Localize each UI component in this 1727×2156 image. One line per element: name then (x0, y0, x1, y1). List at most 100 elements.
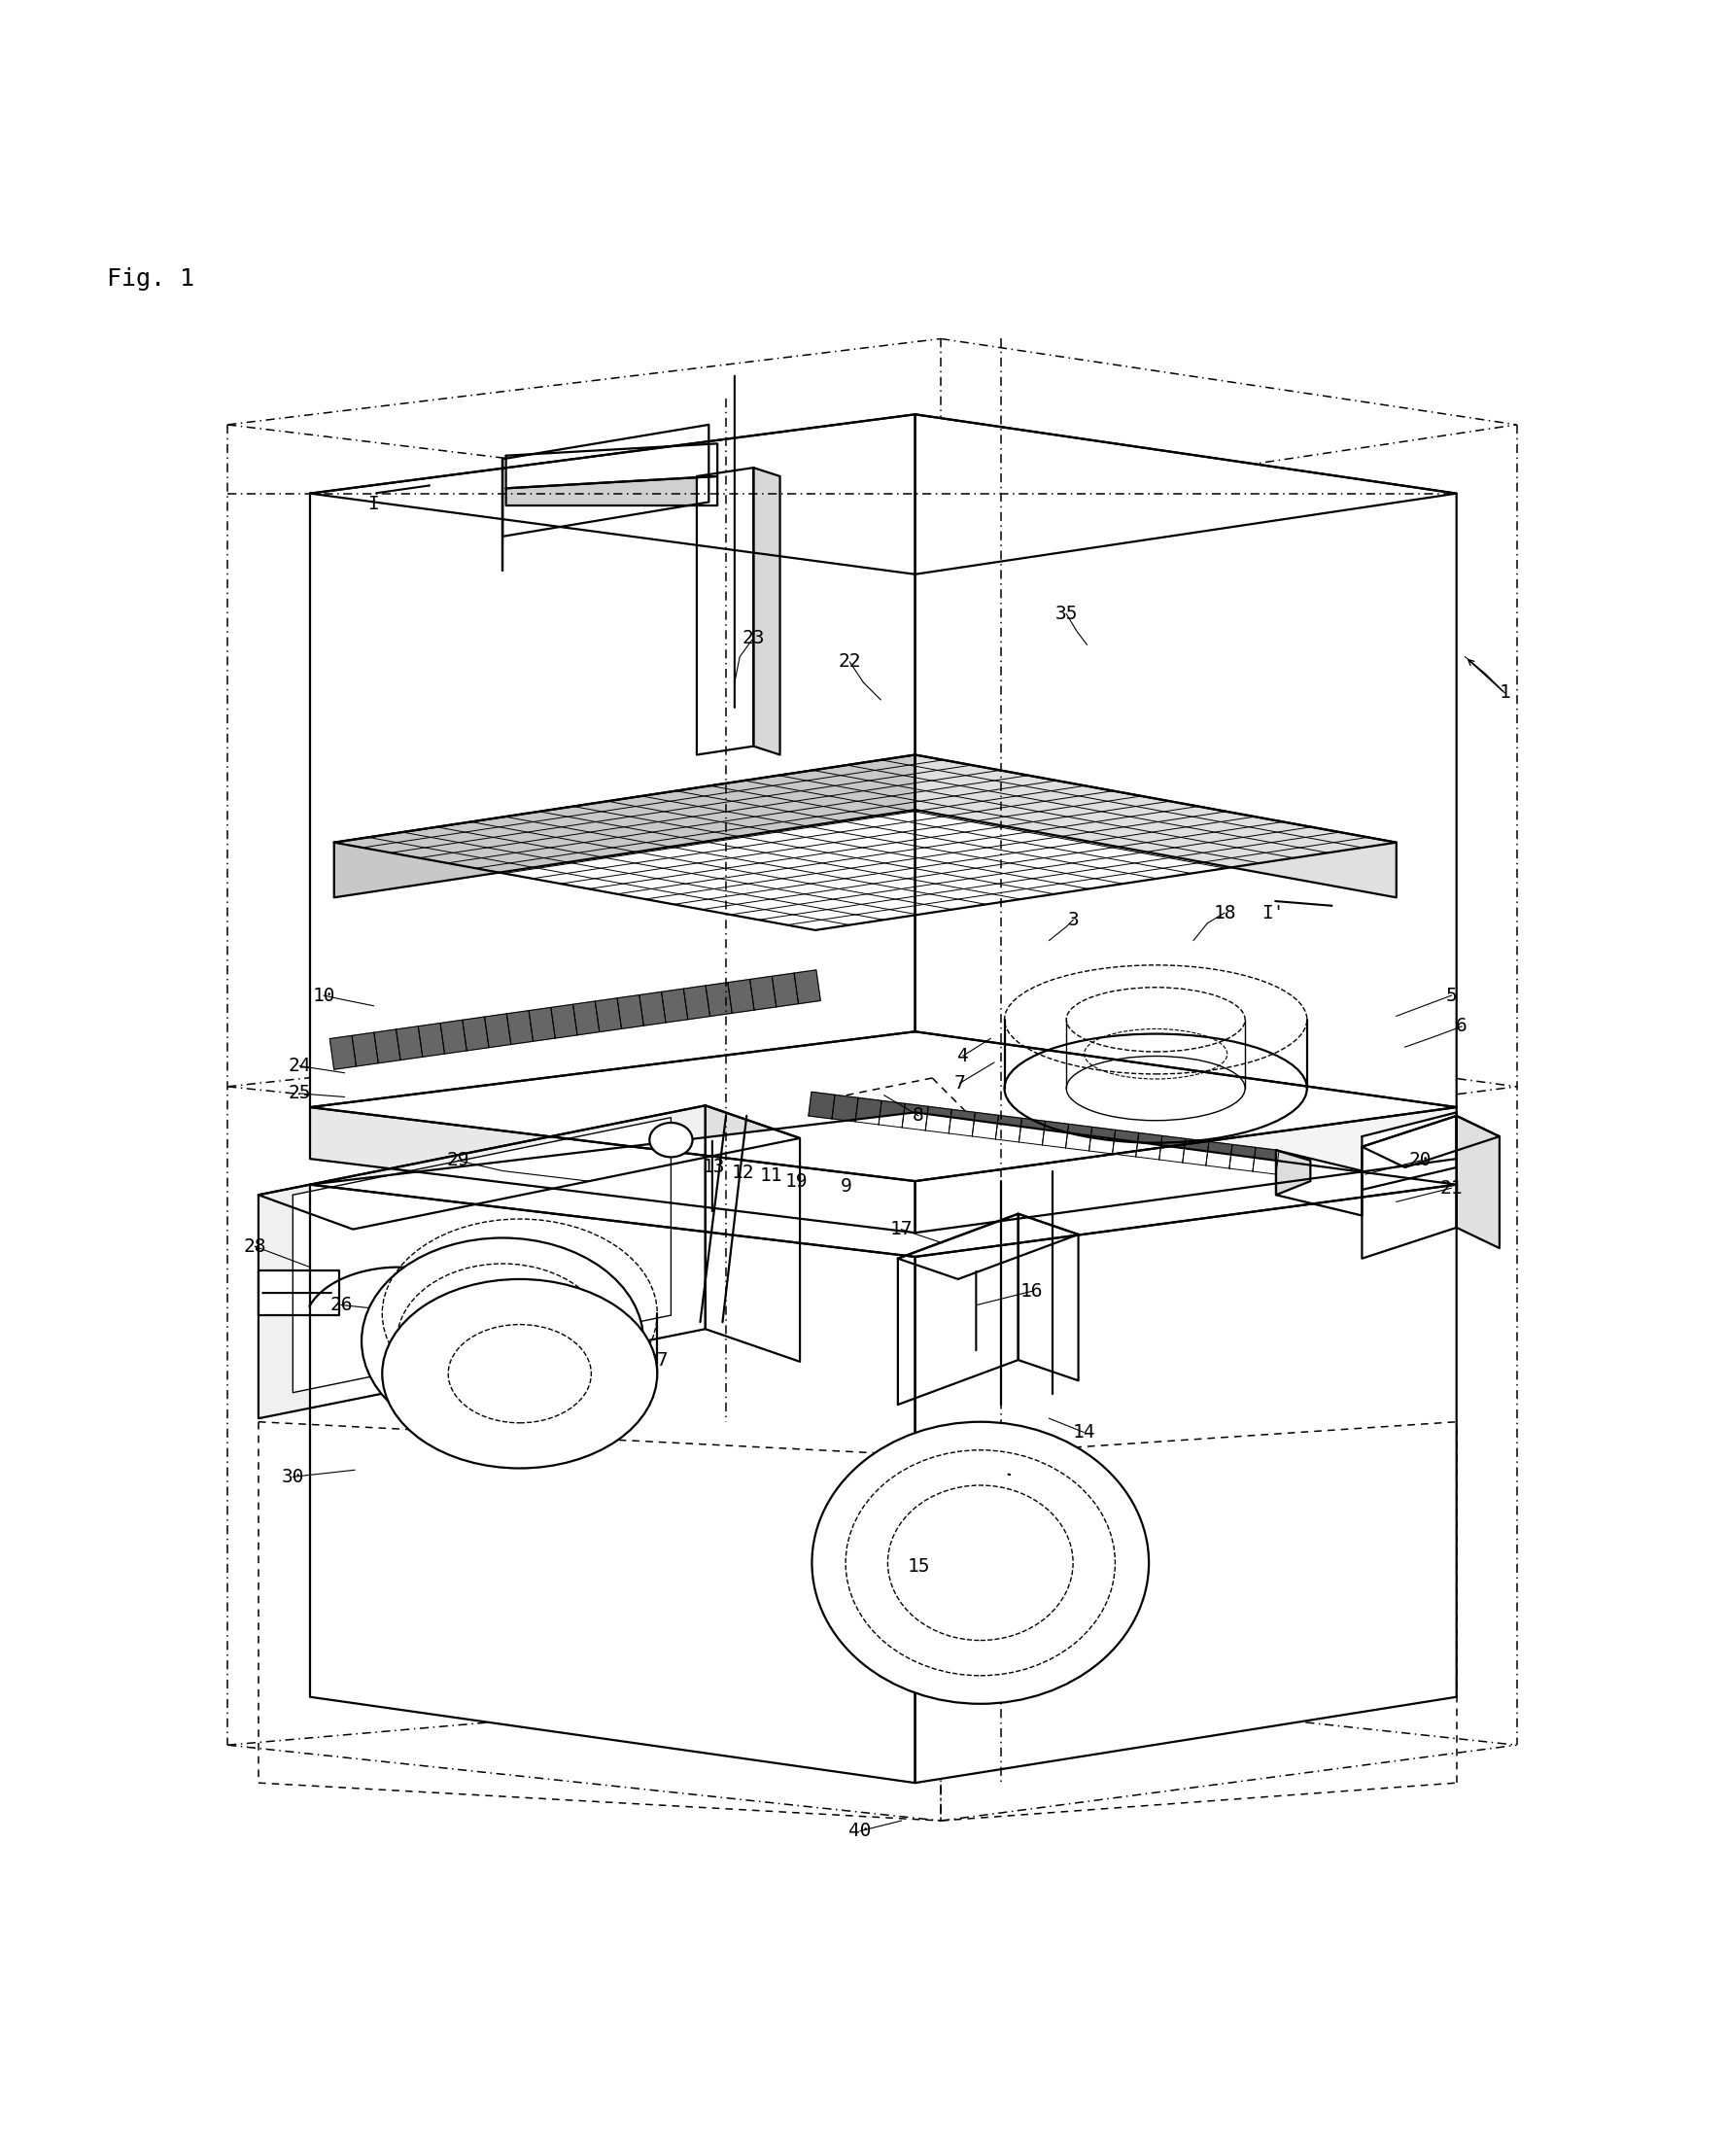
Text: 19: 19 (786, 1173, 808, 1190)
Text: 28: 28 (244, 1238, 266, 1255)
Polygon shape (617, 996, 644, 1028)
Polygon shape (311, 1112, 1456, 1257)
Polygon shape (1136, 1132, 1162, 1160)
Polygon shape (1363, 1117, 1456, 1259)
Polygon shape (898, 1214, 1078, 1279)
Polygon shape (375, 1028, 401, 1063)
Polygon shape (855, 1097, 881, 1125)
Ellipse shape (382, 1279, 658, 1468)
Polygon shape (311, 1031, 1456, 1181)
Text: 18: 18 (1212, 903, 1237, 923)
Text: 29: 29 (446, 1151, 470, 1171)
Polygon shape (333, 755, 915, 897)
Polygon shape (1090, 1128, 1116, 1153)
Text: 25: 25 (288, 1084, 311, 1102)
Polygon shape (485, 1013, 511, 1048)
Text: 10: 10 (313, 985, 335, 1005)
Polygon shape (418, 1024, 444, 1056)
Text: 40: 40 (848, 1822, 872, 1841)
Polygon shape (1456, 1117, 1499, 1248)
Text: 9: 9 (841, 1177, 851, 1197)
Text: 14: 14 (1072, 1423, 1095, 1442)
Polygon shape (915, 755, 1397, 897)
Polygon shape (259, 1106, 705, 1419)
Polygon shape (808, 1091, 834, 1119)
Polygon shape (528, 1007, 554, 1041)
Polygon shape (294, 1117, 672, 1393)
Polygon shape (506, 1011, 534, 1044)
Polygon shape (926, 1106, 952, 1134)
Text: 12: 12 (732, 1164, 755, 1181)
Polygon shape (753, 468, 781, 755)
Polygon shape (1276, 1149, 1311, 1194)
Text: 5: 5 (1445, 985, 1458, 1005)
Polygon shape (596, 998, 622, 1033)
Text: 6: 6 (1456, 1018, 1468, 1035)
Polygon shape (1230, 1145, 1256, 1171)
Text: 11: 11 (760, 1166, 782, 1186)
Polygon shape (750, 977, 777, 1009)
Polygon shape (503, 425, 708, 537)
Polygon shape (832, 1095, 858, 1121)
Polygon shape (705, 1106, 800, 1363)
Text: I': I' (1261, 903, 1283, 923)
Text: 24: 24 (288, 1056, 311, 1076)
Polygon shape (311, 1184, 915, 1783)
Ellipse shape (812, 1421, 1148, 1703)
Polygon shape (440, 1020, 466, 1054)
Text: 15: 15 (907, 1557, 929, 1576)
Polygon shape (1019, 1119, 1045, 1145)
Polygon shape (333, 755, 1397, 929)
Polygon shape (727, 979, 755, 1013)
Polygon shape (506, 476, 717, 505)
Text: 20: 20 (1409, 1151, 1432, 1171)
Polygon shape (1019, 1214, 1078, 1380)
Text: 13: 13 (703, 1158, 725, 1177)
Polygon shape (259, 1270, 338, 1315)
Polygon shape (972, 1112, 998, 1138)
Polygon shape (1363, 1117, 1499, 1166)
Polygon shape (706, 983, 732, 1015)
Polygon shape (330, 1035, 356, 1069)
Polygon shape (352, 1033, 378, 1067)
Polygon shape (915, 1108, 1456, 1233)
Polygon shape (684, 985, 710, 1020)
Polygon shape (995, 1115, 1022, 1143)
Ellipse shape (361, 1238, 644, 1445)
Polygon shape (1205, 1143, 1233, 1169)
Text: 27: 27 (646, 1350, 668, 1369)
Polygon shape (573, 1000, 599, 1035)
Text: 23: 23 (743, 630, 765, 647)
Text: 22: 22 (838, 653, 862, 671)
Polygon shape (794, 970, 820, 1005)
Polygon shape (311, 1108, 915, 1233)
Text: 1: 1 (1499, 683, 1511, 703)
Text: 4: 4 (957, 1046, 969, 1065)
Text: 16: 16 (1021, 1283, 1043, 1300)
Text: 7: 7 (953, 1074, 965, 1093)
Polygon shape (551, 1005, 577, 1039)
Polygon shape (1183, 1138, 1209, 1166)
Polygon shape (506, 444, 717, 487)
Polygon shape (1112, 1130, 1138, 1158)
Polygon shape (1066, 1123, 1091, 1151)
Polygon shape (311, 414, 1456, 573)
Text: Fig. 1: Fig. 1 (107, 267, 195, 291)
Polygon shape (948, 1110, 976, 1136)
Text: I: I (368, 494, 380, 513)
Polygon shape (1159, 1136, 1185, 1162)
Polygon shape (639, 992, 665, 1026)
Polygon shape (311, 414, 915, 1108)
Polygon shape (1043, 1121, 1069, 1147)
Polygon shape (915, 414, 1456, 1108)
Polygon shape (1252, 1147, 1280, 1175)
Polygon shape (1276, 1149, 1363, 1216)
Polygon shape (915, 1184, 1456, 1783)
Polygon shape (879, 1102, 905, 1128)
Polygon shape (901, 1104, 929, 1130)
Text: 26: 26 (330, 1296, 352, 1315)
Text: 17: 17 (889, 1220, 914, 1238)
Text: 3: 3 (1067, 910, 1079, 929)
Polygon shape (772, 972, 798, 1007)
Text: 8: 8 (914, 1106, 924, 1125)
